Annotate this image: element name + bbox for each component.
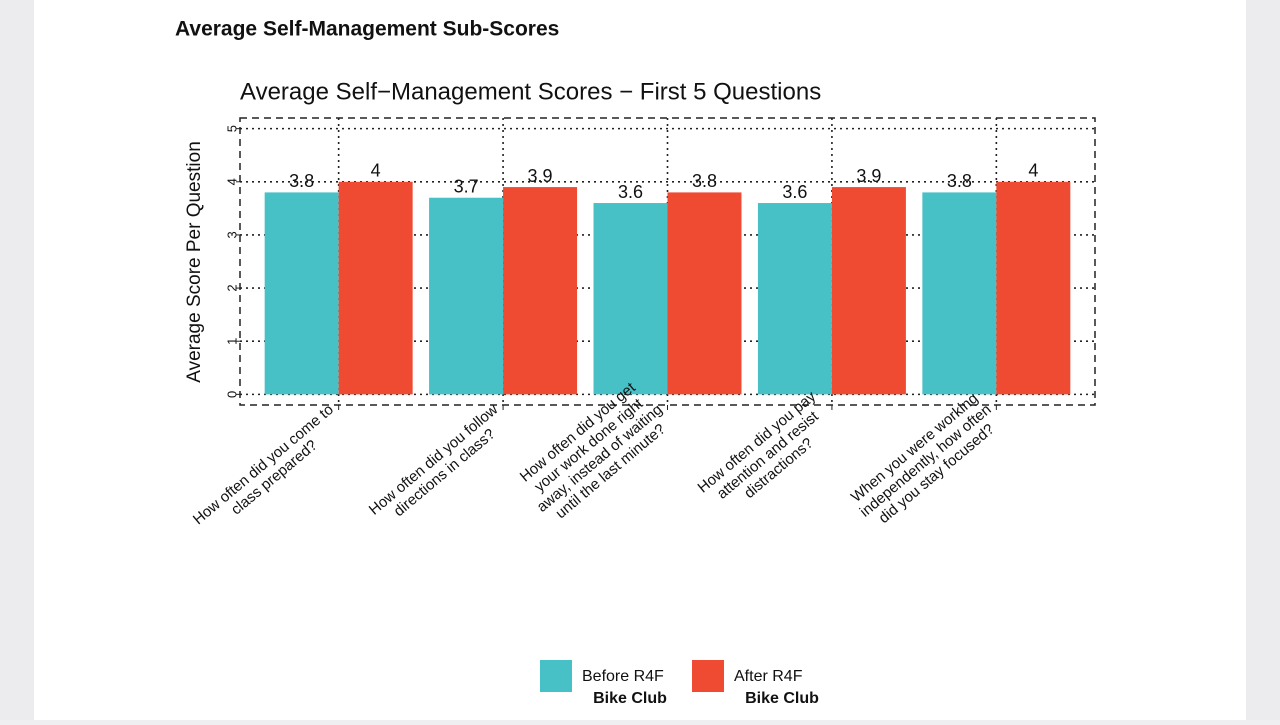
y-tick-label: 3: [224, 231, 239, 238]
legend-label: Before R4F: [582, 668, 664, 685]
bar: [757, 203, 832, 395]
data-label: 3.8: [289, 171, 314, 191]
data-label: 4: [371, 161, 381, 181]
y-tick-label: 5: [224, 125, 239, 132]
bar: [264, 192, 339, 395]
legend-key: [540, 660, 572, 692]
bar: [503, 187, 578, 395]
y-tick-label: 4: [224, 178, 239, 185]
page-title: Average Self-Management Sub-Scores: [175, 18, 559, 41]
bar: [922, 192, 997, 395]
data-label: 3.8: [947, 171, 972, 191]
data-label: 3.8: [692, 171, 717, 191]
y-tick-label: 0: [224, 391, 239, 398]
legend-label: After R4F: [734, 668, 803, 685]
legend-key: [692, 660, 724, 692]
bar: [429, 197, 504, 395]
bar: [667, 192, 742, 395]
data-label: 3.9: [528, 166, 553, 186]
legend-label-line2: Bike Club: [745, 690, 819, 707]
data-label: 3.7: [454, 176, 479, 196]
data-label: 3.6: [618, 182, 643, 202]
plot-border: [239, 117, 1096, 406]
chart-title: Average Self−Management Scores − First 5…: [240, 78, 821, 105]
data-label: 3.6: [782, 182, 807, 202]
y-tick-label: 1: [224, 338, 239, 345]
bar: [996, 181, 1071, 395]
y-axis-title: Average Score Per Question: [184, 141, 205, 383]
bar: [338, 181, 413, 395]
y-tick-label: 2: [224, 284, 239, 291]
bar: [831, 187, 906, 395]
legend-label-line2: Bike Club: [593, 690, 667, 707]
data-label: 4: [1028, 161, 1038, 181]
data-label: 3.9: [856, 166, 881, 186]
bar: [593, 203, 668, 395]
